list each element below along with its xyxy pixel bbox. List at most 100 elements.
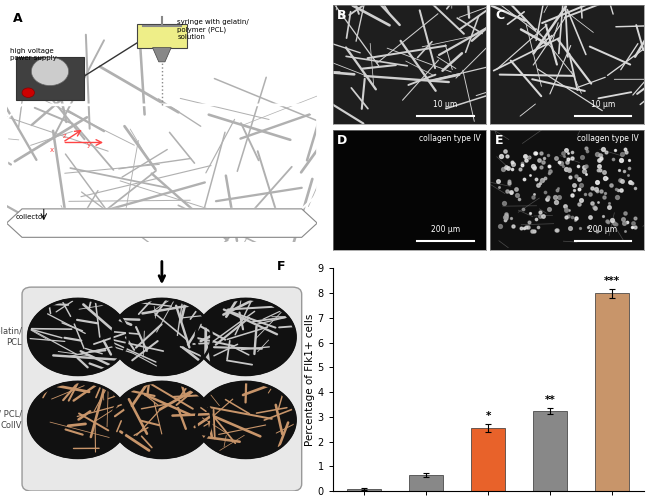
- Point: [564, 206, 575, 214]
- Point: [523, 223, 533, 231]
- Text: collagen type IV: collagen type IV: [577, 134, 639, 143]
- Point: [627, 219, 638, 227]
- FancyBboxPatch shape: [22, 287, 302, 491]
- Point: [523, 153, 534, 161]
- Point: [570, 216, 580, 224]
- Point: [566, 213, 577, 221]
- Point: [502, 187, 513, 195]
- Bar: [595, 293, 629, 491]
- Point: [623, 171, 633, 179]
- Point: [554, 193, 565, 201]
- Point: [500, 210, 511, 218]
- Bar: [16, 57, 84, 100]
- Text: 10 μm: 10 μm: [591, 100, 615, 109]
- Point: [553, 158, 564, 166]
- Point: [592, 198, 603, 206]
- Point: [558, 152, 569, 160]
- Text: ***: ***: [604, 276, 620, 286]
- Point: [600, 174, 610, 182]
- Point: [592, 178, 602, 186]
- Point: [504, 177, 514, 185]
- Point: [510, 185, 521, 192]
- Polygon shape: [6, 209, 317, 237]
- Point: [552, 184, 563, 192]
- Point: [593, 156, 604, 164]
- Point: [502, 164, 513, 172]
- Text: y: y: [87, 142, 92, 148]
- Point: [500, 212, 511, 220]
- Point: [500, 147, 511, 155]
- Point: [595, 166, 605, 174]
- Point: [562, 158, 572, 166]
- Point: [562, 156, 573, 164]
- Point: [496, 152, 506, 160]
- Point: [595, 154, 606, 162]
- Point: [596, 155, 606, 163]
- Point: [529, 190, 539, 198]
- Point: [536, 177, 546, 185]
- Point: [545, 167, 555, 175]
- Point: [508, 222, 518, 230]
- Text: A: A: [13, 12, 22, 25]
- Text: collector: collector: [16, 214, 46, 220]
- Point: [531, 175, 541, 183]
- Bar: [137, 24, 187, 48]
- Text: D: D: [337, 134, 348, 147]
- Point: [527, 227, 538, 235]
- Point: [583, 223, 593, 231]
- Point: [514, 165, 525, 173]
- Point: [597, 212, 608, 220]
- Text: z: z: [62, 133, 66, 139]
- Point: [544, 162, 554, 170]
- Point: [520, 152, 530, 160]
- Text: 200 μm: 200 μm: [431, 225, 460, 234]
- Point: [530, 163, 541, 171]
- Point: [521, 223, 531, 231]
- Point: [624, 164, 634, 172]
- Point: [534, 156, 544, 164]
- Text: 10 μm: 10 μm: [433, 100, 458, 109]
- Point: [506, 214, 516, 222]
- Text: E: E: [495, 134, 504, 147]
- Point: [625, 178, 635, 186]
- Point: [574, 186, 584, 193]
- Point: [602, 217, 612, 225]
- Point: [552, 186, 562, 194]
- Point: [597, 145, 608, 153]
- Circle shape: [31, 57, 69, 86]
- Point: [617, 177, 627, 185]
- Point: [494, 183, 504, 191]
- Circle shape: [112, 299, 212, 375]
- Point: [604, 203, 614, 211]
- Point: [617, 150, 627, 158]
- Point: [564, 166, 574, 174]
- Text: x: x: [50, 147, 54, 153]
- Point: [536, 149, 547, 157]
- Point: [561, 146, 571, 154]
- Point: [569, 186, 580, 193]
- Point: [512, 191, 523, 199]
- Y-axis label: Percentage of Flk1+ cells: Percentage of Flk1+ cells: [305, 313, 315, 446]
- Text: gelatin/
PCL: gelatin/ PCL: [0, 327, 22, 347]
- Point: [530, 149, 540, 157]
- Point: [521, 156, 531, 164]
- Text: **: **: [545, 395, 556, 405]
- Point: [585, 213, 595, 221]
- Point: [544, 205, 554, 213]
- Point: [528, 165, 539, 173]
- Point: [587, 184, 597, 192]
- Bar: [533, 411, 567, 491]
- Point: [518, 205, 528, 213]
- Point: [577, 196, 587, 204]
- Point: [618, 167, 629, 175]
- Point: [618, 215, 629, 223]
- Text: gelatin/ PCL/
CollV: gelatin/ PCL/ CollV: [0, 410, 22, 430]
- Point: [551, 154, 561, 162]
- Point: [493, 178, 503, 186]
- Point: [564, 165, 574, 173]
- Point: [500, 213, 510, 221]
- Point: [501, 163, 512, 171]
- Point: [557, 162, 567, 170]
- Text: F: F: [277, 259, 285, 273]
- Point: [536, 164, 546, 172]
